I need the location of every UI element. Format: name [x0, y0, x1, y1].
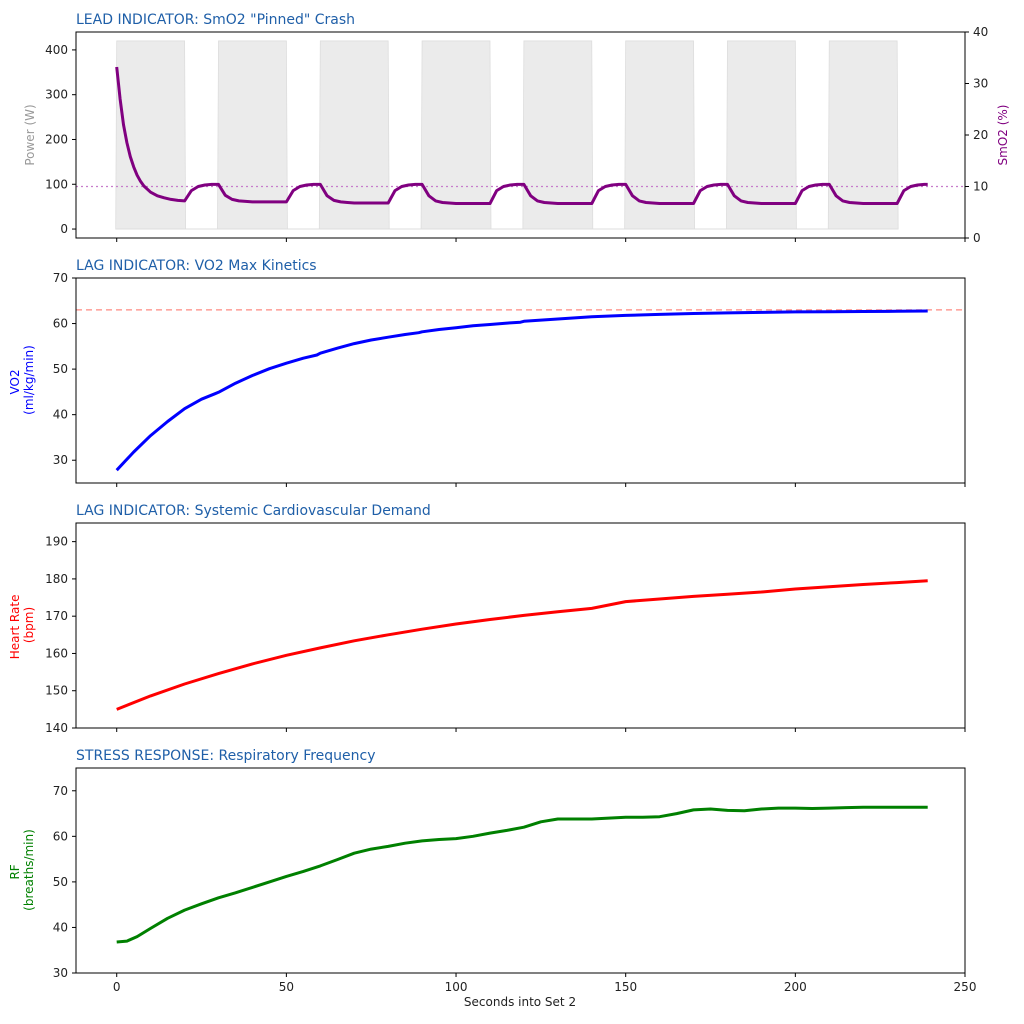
hr-y-tick-label: 180	[45, 572, 68, 586]
hr-y-tick-label: 170	[45, 609, 68, 623]
rf-y-tick-label: 60	[53, 829, 68, 843]
rf-axis-label-line2: (breaths/min)	[22, 829, 36, 911]
x-axis-label: Seconds into Set 2	[464, 995, 576, 1009]
rf-x-tick-label: 0	[113, 980, 121, 994]
smo2-y2-tick-label: 30	[973, 77, 988, 91]
vo2-axis-label: VO2 (ml/kg/min)	[8, 345, 36, 415]
panel-hr: LAG INDICATOR: Systemic Cardiovascular D…	[8, 503, 966, 735]
smo2-series-line	[115, 66, 928, 205]
power-interval-bar	[726, 40, 797, 230]
power-interval-bar	[522, 40, 594, 230]
hr-y-tick-label: 140	[45, 721, 68, 735]
panel-hr-plot-area: 140 150 160 170 180 190	[45, 535, 966, 735]
rf-x-tick-label: 100	[445, 980, 468, 994]
panel-smo2-plot-area: 0 100 200 300 400 0 10 20 30 40	[45, 25, 988, 245]
smo2-y2-tick-label: 0	[973, 231, 981, 245]
vo2-y-tick-label: 70	[53, 271, 68, 285]
panel-vo2-plot-area: 30 40 50 60 70	[53, 271, 966, 487]
vo2-series-line	[115, 309, 928, 472]
panel-smo2-title: LEAD INDICATOR: SmO2 "Pinned" Crash	[76, 12, 355, 28]
rf-series-line	[116, 805, 928, 944]
vo2-axis-label-line1: VO2	[8, 369, 22, 394]
hr-axis-label-line2: (bpm)	[22, 607, 36, 643]
rf-axis-label: RF (breaths/min)	[8, 829, 36, 911]
hr-y-tick-label: 190	[45, 535, 68, 549]
power-y-tick-label: 0	[60, 222, 68, 236]
panel-vo2-title: LAG INDICATOR: VO2 Max Kinetics	[76, 258, 317, 274]
power-y-tick-label: 300	[45, 88, 68, 102]
smo2-y2-tick-label: 10	[973, 180, 988, 194]
vo2-y-tick-label: 30	[53, 453, 68, 467]
vo2-y-tick-label: 40	[53, 408, 68, 422]
power-y-tick-label: 400	[45, 43, 68, 57]
rf-y-tick-label: 40	[53, 920, 68, 934]
panel-hr-frame	[75, 522, 966, 729]
power-interval-bar	[624, 40, 695, 230]
panel-vo2: LAG INDICATOR: VO2 Max Kinetics 30 40 50 60…	[8, 258, 966, 487]
panel-rf-frame	[75, 767, 966, 974]
panel-rf-title: STRESS RESPONSE: Respiratory Frequency	[76, 748, 376, 764]
power-interval-bar	[318, 40, 390, 230]
panel-vo2-frame	[75, 277, 966, 484]
hr-y-tick-label: 150	[45, 684, 68, 698]
smo2-y2-tick-label: 40	[973, 25, 988, 39]
rf-x-tick-label: 50	[279, 980, 294, 994]
power-interval-bar	[827, 40, 899, 230]
panel-smo2: LEAD INDICATOR: SmO2 "Pinned" Crash 0100…	[23, 12, 1010, 245]
rf-x-tick-label: 150	[614, 980, 637, 994]
power-interval-bar	[420, 40, 492, 230]
power-y-tick-label: 200	[45, 132, 68, 146]
rf-x-tick-label: 200	[784, 980, 807, 994]
smo2-y2-tick-label: 20	[973, 128, 988, 142]
power-y-tick-label: 100	[45, 177, 68, 191]
rf-y-tick-label: 50	[53, 875, 68, 889]
panel-hr-title: LAG INDICATOR: Systemic Cardiovascular D…	[76, 503, 431, 519]
power-axis-label: Power (W)	[23, 104, 37, 165]
vo2-y-tick-label: 50	[53, 362, 68, 376]
panel-rf-plot-area: 30 40 50 60 70 0 50 100 150 200 250	[53, 784, 977, 994]
smo2-axis-label: SmO2 (%)	[996, 105, 1010, 166]
hr-axis-label-line1: Heart Rate	[8, 595, 22, 660]
panel-smo2-frame	[75, 31, 966, 239]
vo2-axis-label-line2: (ml/kg/min)	[22, 345, 36, 415]
panel-rf: STRESS RESPONSE: Respiratory Frequency 3…	[8, 748, 976, 994]
vo2-y-tick-label: 60	[53, 317, 68, 331]
hr-series-line	[116, 579, 928, 711]
hr-y-tick-label: 160	[45, 646, 68, 660]
rf-axis-label-line1: RF	[8, 864, 22, 879]
rf-x-tick-label: 250	[954, 980, 977, 994]
rf-y-tick-label: 30	[53, 966, 68, 980]
hr-axis-label: Heart Rate (bpm)	[8, 591, 36, 660]
rf-y-tick-label: 70	[53, 784, 68, 798]
